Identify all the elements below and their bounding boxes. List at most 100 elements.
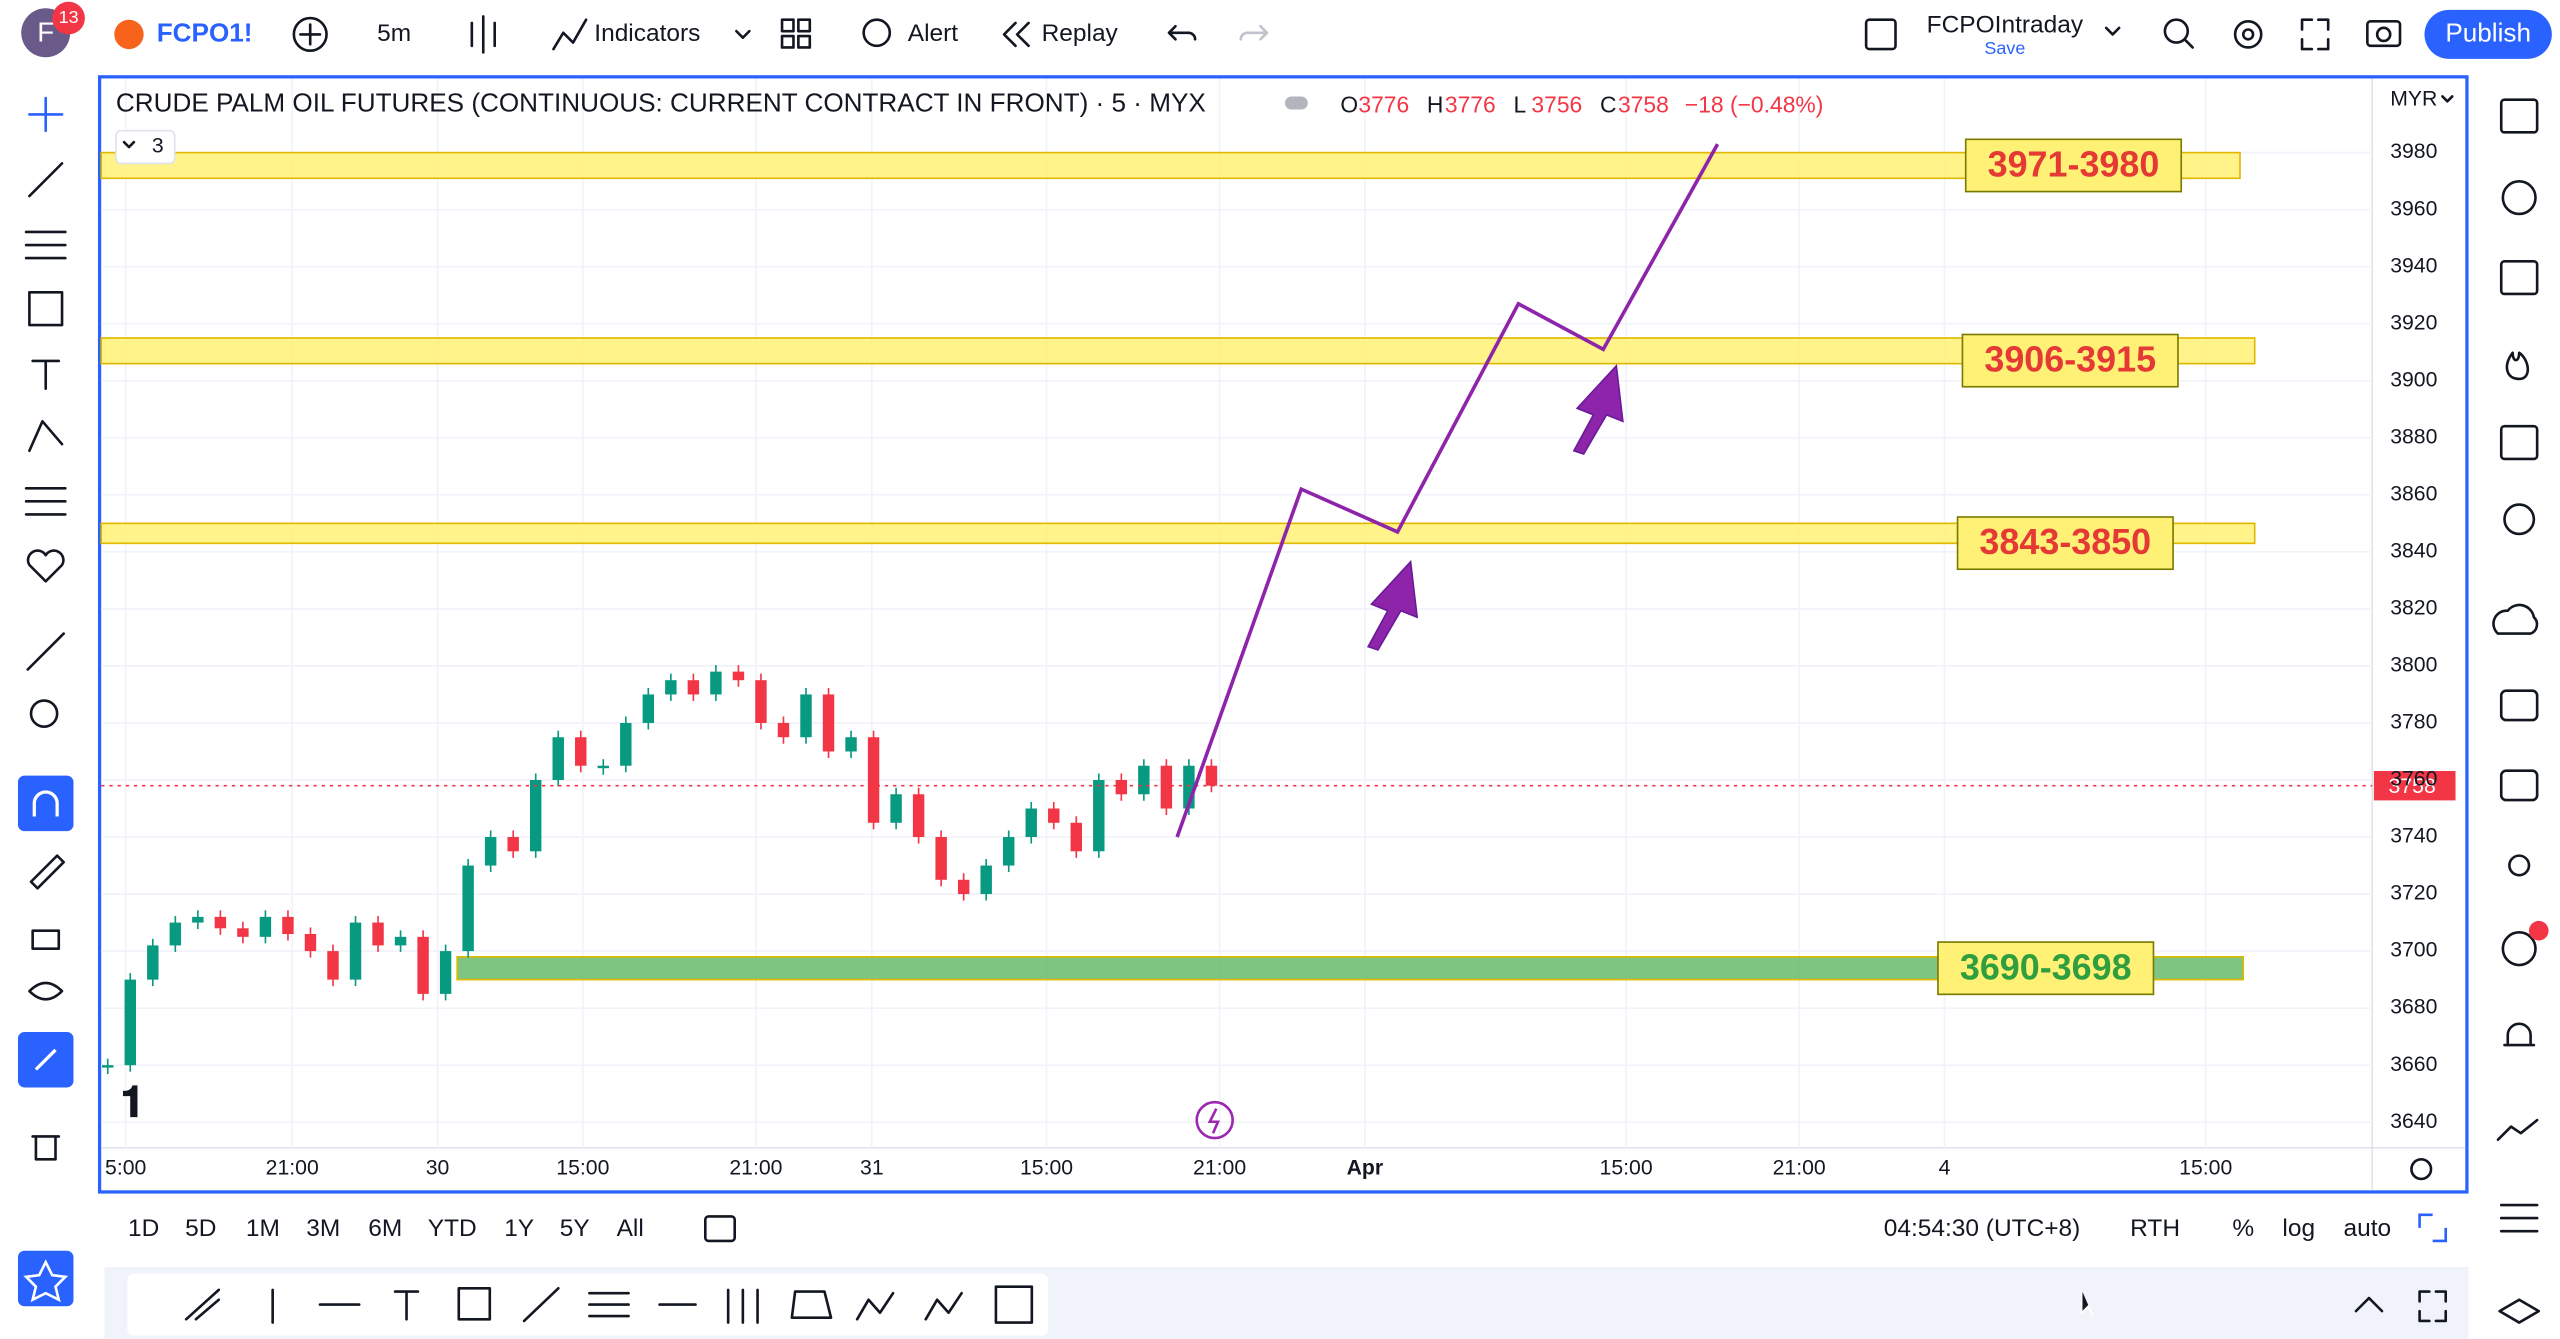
hide[interactable] [28,981,64,1001]
tool[interactable] [588,1291,630,1318]
range-button[interactable]: YTD [428,1215,477,1242]
replay-trading[interactable] [2501,931,2537,967]
currency-dropdown [2441,95,2454,103]
percent-scale[interactable]: % [2232,1215,2254,1242]
range-button[interactable]: 1D [128,1215,159,1242]
zone-band [100,522,2256,545]
range-button[interactable]: 1Y [504,1215,534,1242]
replay[interactable]: Replay [1042,20,1119,47]
tool[interactable] [855,1291,895,1321]
add-symbol[interactable] [292,16,328,53]
clock[interactable]: 04:54:30 (UTC+8) [1884,1215,2081,1242]
collapse[interactable] [2354,1296,2384,1313]
range-button[interactable]: 3M [306,1215,340,1242]
settings [2241,28,2255,41]
tool[interactable] [184,1288,221,1321]
time-tick-label: 4 [1939,1157,1951,1180]
patterns[interactable] [28,420,64,453]
time-tick-label: 21:00 [266,1157,319,1180]
templates[interactable] [780,18,795,33]
alert-icon [862,18,892,48]
fullscreen-panel[interactable] [2418,1290,2448,1323]
session[interactable]: RTH [2130,1215,2180,1242]
tool[interactable] [457,1286,492,1321]
remove[interactable] [31,1135,61,1161]
tool[interactable] [726,1288,759,1324]
notifications[interactable] [2503,1022,2536,1047]
watchlist[interactable] [2499,98,2539,134]
zoom[interactable] [29,699,59,728]
legend-chevron [122,140,136,149]
price-tick-label: 3760 [2390,768,2437,791]
candle-body [890,794,902,823]
notes[interactable] [2499,769,2539,802]
favorites[interactable] [26,549,65,583]
snapshot[interactable] [2366,20,2402,48]
redo[interactable] [1239,24,1269,41]
publish: Publish [2445,17,2531,47]
layers[interactable] [2498,1298,2541,1324]
lock[interactable] [31,929,61,950]
dom[interactable] [2499,1203,2539,1233]
undo[interactable] [1167,24,1197,41]
crosshair[interactable] [28,96,64,133]
tool[interactable] [393,1290,420,1321]
text-tool[interactable] [31,359,61,390]
tool[interactable] [790,1290,833,1319]
watchlist-star[interactable] [17,1250,74,1307]
tool[interactable] [994,1285,1034,1324]
star-icon [23,1259,69,1303]
range-button[interactable]: 5Y [560,1215,590,1242]
publish-button[interactable] [2424,9,2552,59]
shapes[interactable] [28,291,64,327]
log-scale[interactable]: log [2282,1215,2315,1242]
search [2183,37,2194,49]
object-tree[interactable] [2499,260,2539,296]
maximize[interactable] [2418,1213,2448,1243]
settings[interactable] [2233,20,2263,49]
auto-scale[interactable]: auto [2344,1215,2392,1242]
currency[interactable]: MYR [2390,87,2437,110]
tool[interactable] [522,1286,560,1323]
chart-type[interactable] [470,15,497,54]
signals[interactable] [2508,854,2531,877]
fullscreen[interactable] [2300,18,2330,51]
range-button[interactable]: 1M [246,1215,280,1242]
events-icon[interactable] [1195,1100,1234,1140]
time-tick-label: 21:00 [729,1157,782,1180]
price-tick-label: 3840 [2390,539,2437,562]
alerts[interactable] [2501,180,2537,216]
indicators[interactable]: Indicators [594,20,700,47]
symbol[interactable]: FCPO1! [157,17,253,47]
calendar[interactable] [2499,424,2539,461]
goto-date[interactable] [704,1215,736,1243]
layout-dropdown[interactable] [2104,26,2121,36]
chats[interactable] [2499,689,2539,722]
range-button[interactable]: 6M [368,1215,402,1242]
tool[interactable] [924,1291,963,1321]
candle-body [935,837,947,880]
search[interactable] [2163,18,2190,44]
change: −18 (−0.48%) [1685,91,1823,117]
ideas[interactable] [2503,503,2536,536]
trading-panel[interactable] [2496,1118,2539,1142]
zone-label: 3906-3915 [1984,339,2156,380]
range-button[interactable]: 5D [185,1215,216,1242]
axis-settings[interactable] [2410,1157,2433,1181]
range-button[interactable]: All [617,1215,644,1242]
ruler[interactable] [26,632,65,671]
layout-toggle[interactable] [1864,18,1897,51]
streams[interactable] [2492,603,2539,635]
magnet[interactable] [17,775,74,832]
alert[interactable]: Alert [908,20,959,47]
hotlist[interactable] [2505,351,2530,381]
stay-drawing[interactable] [29,854,65,890]
legend-toggle[interactable] [115,129,176,165]
interval[interactable]: 5m [377,20,411,47]
dropdown[interactable] [735,29,751,39]
fib[interactable] [24,230,67,260]
layout-name[interactable]: FCPOIntraday [1927,12,2084,39]
trend-line[interactable] [28,162,64,198]
prediction[interactable] [24,486,67,516]
candle-body [552,737,564,780]
